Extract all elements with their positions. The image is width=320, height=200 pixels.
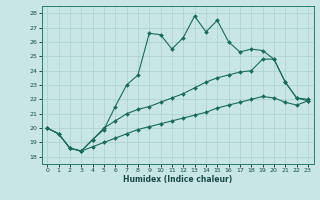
X-axis label: Humidex (Indice chaleur): Humidex (Indice chaleur)	[123, 175, 232, 184]
